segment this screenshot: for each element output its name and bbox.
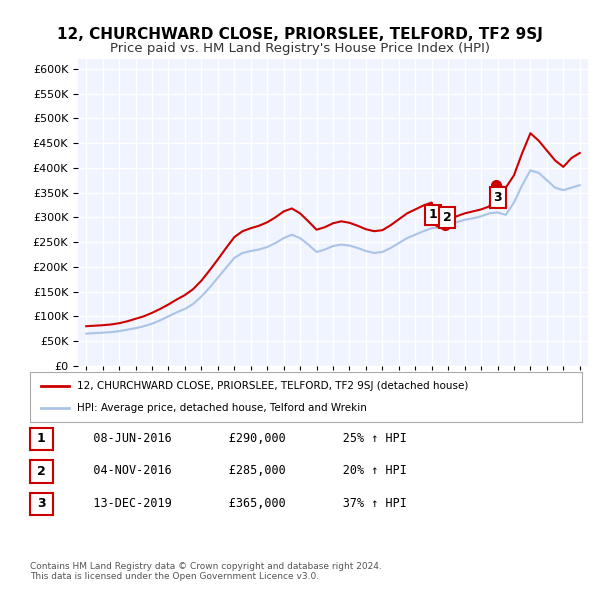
Text: 2: 2	[443, 211, 451, 224]
Text: 04-NOV-2016        £285,000        20% ↑ HPI: 04-NOV-2016 £285,000 20% ↑ HPI	[72, 464, 407, 477]
Text: 3: 3	[37, 497, 46, 510]
Text: Contains HM Land Registry data © Crown copyright and database right 2024.
This d: Contains HM Land Registry data © Crown c…	[30, 562, 382, 581]
Text: 2: 2	[37, 465, 46, 478]
Text: 1: 1	[428, 208, 437, 221]
Text: 08-JUN-2016        £290,000        25% ↑ HPI: 08-JUN-2016 £290,000 25% ↑ HPI	[72, 432, 407, 445]
Text: 12, CHURCHWARD CLOSE, PRIORSLEE, TELFORD, TF2 9SJ (detached house): 12, CHURCHWARD CLOSE, PRIORSLEE, TELFORD…	[77, 381, 468, 391]
Text: Price paid vs. HM Land Registry's House Price Index (HPI): Price paid vs. HM Land Registry's House …	[110, 42, 490, 55]
Text: 12, CHURCHWARD CLOSE, PRIORSLEE, TELFORD, TF2 9SJ: 12, CHURCHWARD CLOSE, PRIORSLEE, TELFORD…	[57, 27, 543, 41]
Text: HPI: Average price, detached house, Telford and Wrekin: HPI: Average price, detached house, Telf…	[77, 403, 367, 413]
Text: 3: 3	[494, 191, 502, 204]
Text: 1: 1	[37, 432, 46, 445]
Text: 13-DEC-2019        £365,000        37% ↑ HPI: 13-DEC-2019 £365,000 37% ↑ HPI	[72, 497, 407, 510]
